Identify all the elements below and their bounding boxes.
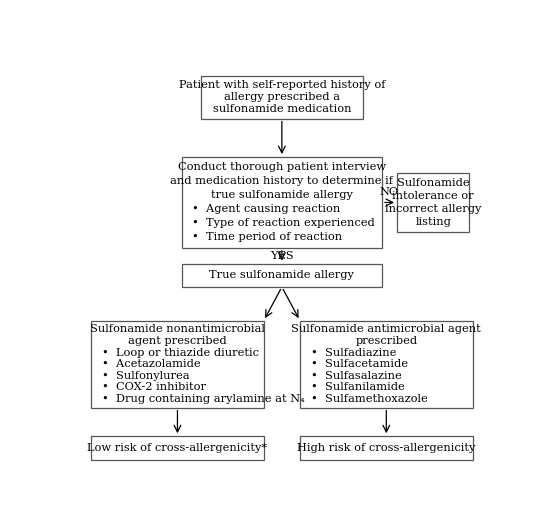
Text: •  Agent causing reaction: • Agent causing reaction bbox=[192, 204, 340, 215]
Text: listing: listing bbox=[415, 217, 451, 227]
FancyBboxPatch shape bbox=[182, 157, 382, 248]
Text: incorrect allergy: incorrect allergy bbox=[385, 204, 481, 214]
FancyBboxPatch shape bbox=[182, 264, 382, 287]
Text: YES: YES bbox=[270, 251, 294, 261]
FancyBboxPatch shape bbox=[91, 436, 264, 459]
FancyBboxPatch shape bbox=[300, 436, 472, 459]
Text: •  Time period of reaction: • Time period of reaction bbox=[192, 233, 343, 243]
Text: •  Sulfonylurea: • Sulfonylurea bbox=[102, 371, 189, 381]
Text: Patient with self-reported history of: Patient with self-reported history of bbox=[179, 80, 385, 90]
Text: Sulfonamide antimicrobial agent: Sulfonamide antimicrobial agent bbox=[292, 324, 481, 334]
Text: intolerance or: intolerance or bbox=[392, 191, 474, 201]
FancyBboxPatch shape bbox=[397, 173, 470, 232]
Text: and medication history to determine if: and medication history to determine if bbox=[170, 176, 393, 186]
Text: Sulfonamide: Sulfonamide bbox=[397, 178, 470, 188]
Text: •  Sulfamethoxazole: • Sulfamethoxazole bbox=[311, 394, 427, 404]
Text: •  Drug containing arylamine at N₄: • Drug containing arylamine at N₄ bbox=[102, 394, 304, 404]
Text: NO: NO bbox=[380, 187, 399, 197]
Text: Sulfonamide nonantimicrobial: Sulfonamide nonantimicrobial bbox=[90, 324, 265, 334]
Text: •  Sulfadiazine: • Sulfadiazine bbox=[311, 348, 396, 358]
Text: •  Loop or thiazide diuretic: • Loop or thiazide diuretic bbox=[102, 348, 259, 358]
FancyBboxPatch shape bbox=[201, 76, 363, 119]
Text: prescribed: prescribed bbox=[355, 336, 417, 346]
Text: Conduct thorough patient interview: Conduct thorough patient interview bbox=[178, 162, 386, 173]
Text: allergy prescribed a: allergy prescribed a bbox=[224, 92, 340, 102]
Text: Low risk of cross-allergenicity*: Low risk of cross-allergenicity* bbox=[87, 443, 267, 453]
Text: •  COX-2 inhibitor: • COX-2 inhibitor bbox=[102, 382, 206, 392]
FancyBboxPatch shape bbox=[91, 321, 264, 407]
Text: High risk of cross-allergenicity: High risk of cross-allergenicity bbox=[297, 443, 476, 453]
Text: •  Acetazolamide: • Acetazolamide bbox=[102, 359, 200, 369]
Text: •  Sulfasalazine: • Sulfasalazine bbox=[311, 371, 401, 381]
Text: •  Type of reaction experienced: • Type of reaction experienced bbox=[192, 218, 375, 228]
Text: sulfonamide medication: sulfonamide medication bbox=[213, 104, 351, 114]
FancyBboxPatch shape bbox=[300, 321, 472, 407]
Text: •  Sulfacetamide: • Sulfacetamide bbox=[311, 359, 408, 369]
Text: True sulfonamide allergy: True sulfonamide allergy bbox=[210, 270, 354, 280]
Text: •  Sulfanilamide: • Sulfanilamide bbox=[311, 382, 404, 392]
Text: agent prescribed: agent prescribed bbox=[128, 336, 227, 346]
Text: true sulfonamide allergy: true sulfonamide allergy bbox=[211, 191, 353, 201]
